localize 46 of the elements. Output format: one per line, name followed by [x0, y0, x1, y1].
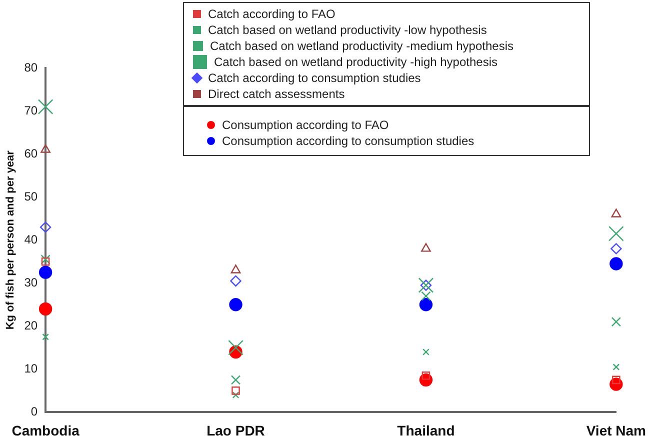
x-tick-label: Lao PDR: [206, 422, 265, 438]
point: [38, 99, 54, 114]
y-tick-label: 70: [24, 103, 38, 118]
legend-label: Catch based on wetland productivity -high hypothesis: [214, 55, 498, 69]
point: [232, 392, 240, 398]
y-tick-label: 80: [24, 60, 38, 74]
y-tick-label: 30: [24, 275, 38, 290]
point: [608, 226, 624, 242]
point: [38, 266, 52, 279]
point: [611, 208, 622, 218]
point: [610, 243, 622, 254]
point: [232, 386, 240, 395]
point: [229, 298, 242, 312]
point: [40, 222, 52, 233]
point: [38, 302, 52, 316]
legend-label: Direct catch assessments: [208, 87, 345, 101]
point: [419, 298, 433, 312]
y-tick-label: 20: [24, 318, 38, 332]
x-tick-label: Thailand: [397, 422, 455, 438]
point: [611, 317, 622, 327]
y-tick-label: 40: [24, 232, 38, 246]
legend-label: Catch according to consumption studies: [208, 71, 421, 85]
y-tick-label: 60: [24, 146, 38, 160]
point: [230, 375, 241, 385]
point: [421, 243, 431, 252]
legend-label: Catch based on wetland productivity -medium hypothesis: [210, 39, 514, 53]
y-tick-label: 50: [24, 189, 38, 204]
point: [40, 254, 50, 264]
point: [610, 257, 623, 270]
legend-label: Consumption according to FAO: [222, 118, 389, 132]
legend-label: Catch according to FAO: [208, 7, 336, 21]
legend-label: Consumption according to consumption studies: [222, 134, 474, 148]
y-tick-label: 0: [30, 404, 38, 419]
point: [230, 264, 241, 274]
point: [612, 364, 620, 370]
point: [42, 333, 49, 340]
point: [230, 275, 242, 287]
point: [41, 257, 50, 266]
x-tick-label: Viet Nam: [586, 422, 646, 438]
point: [422, 348, 430, 356]
x-tick-label: Cambodia: [12, 422, 80, 438]
y-axis-title: Kg of fish per person and per year: [4, 150, 17, 330]
legend-label: Catch based on wetland productivity -low hypothesis: [208, 23, 487, 37]
point: [228, 340, 244, 356]
y-tick-label: 10: [24, 361, 38, 376]
point: [40, 144, 50, 153]
